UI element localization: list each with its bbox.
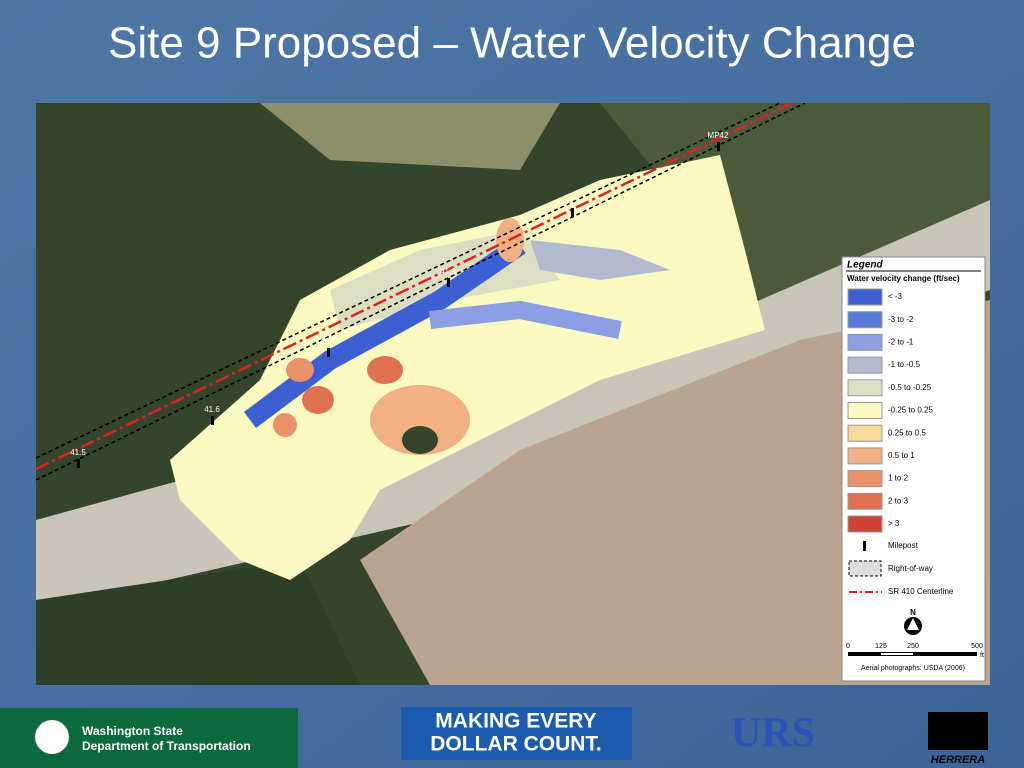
banner-text: MAKING EVERY [435,710,596,733]
legend-label: 0.25 to 0.5 [888,428,926,437]
legend-title: Legend [847,260,883,271]
legend-label: Right-of-way [888,564,933,573]
milepost-label: 41.5 [70,448,86,457]
legend-swatch [847,492,883,510]
scale-label: 250 [907,643,919,650]
legend-swatch [847,288,883,306]
milepost-marker [211,416,214,425]
milepost-label: 41.6 [204,405,220,414]
legend-swatch [847,333,883,351]
banner-text: DOLLAR COUNT. [430,733,602,756]
legend-swatch [847,515,883,533]
legend-swatch [847,424,883,442]
row-symbol [848,560,882,577]
herrera-emblem [928,712,988,750]
wsdot-name: Department of Transportation [82,739,251,753]
legend-label: 1 to 2 [888,474,909,483]
legend-label: -0.25 to 0.25 [888,406,933,415]
milepost-label: 41.8 [440,267,456,276]
milepost-marker [327,348,330,357]
banner-logo [401,707,632,760]
urs-logo: URS [731,711,815,757]
legend-swatch [847,470,883,488]
legend-swatch [847,402,883,419]
legend-label: Milepost [888,541,919,550]
legend-label: -0.5 to -0.25 [888,383,932,392]
legend-swatch [847,356,883,374]
scale-unit: ft [980,652,984,659]
milepost-marker [717,142,720,151]
milepost-label: MP42 [708,131,729,140]
milepost-marker [447,278,450,287]
milepost-label: 41.7 [320,337,336,346]
wsdot-emblem [35,720,69,754]
legend-swatch [847,447,883,465]
milepost-marker [77,459,80,468]
herrera-name: HERRERA [931,754,985,766]
scale-label: 125 [875,643,887,650]
legend-label: 2 to 3 [888,496,909,505]
legend-label: SR 410 Centerline [888,587,954,596]
wsdot-name: Washington State [82,724,183,738]
legend-label: -3 to -2 [888,315,914,324]
legend-subtitle: Water velocity change (ft/sec) [847,274,960,283]
legend-label: 0.5 to 1 [888,451,915,460]
milepost-symbol [863,541,866,551]
scale-label: 500 [971,643,983,650]
slide-title: Site 9 Proposed – Water Velocity Change [108,19,916,68]
north-arrow-head [907,618,919,630]
milepost-marker [571,208,574,217]
map [36,103,990,685]
legend-label: > 3 [888,519,900,528]
north-label: N [910,608,916,617]
milepost-label: 41.9 [564,197,580,206]
legend-label: < -3 [888,292,903,301]
scale-bar-segment [881,653,913,655]
legend-label: -2 to -1 [888,338,914,347]
scale-label: 0 [846,643,850,650]
legend-swatch [847,311,883,329]
legend-swatch [847,379,883,397]
source-note: Aerial photographs: USDA (2006) [861,665,965,672]
legend-label: -1 to -0.5 [888,360,921,369]
